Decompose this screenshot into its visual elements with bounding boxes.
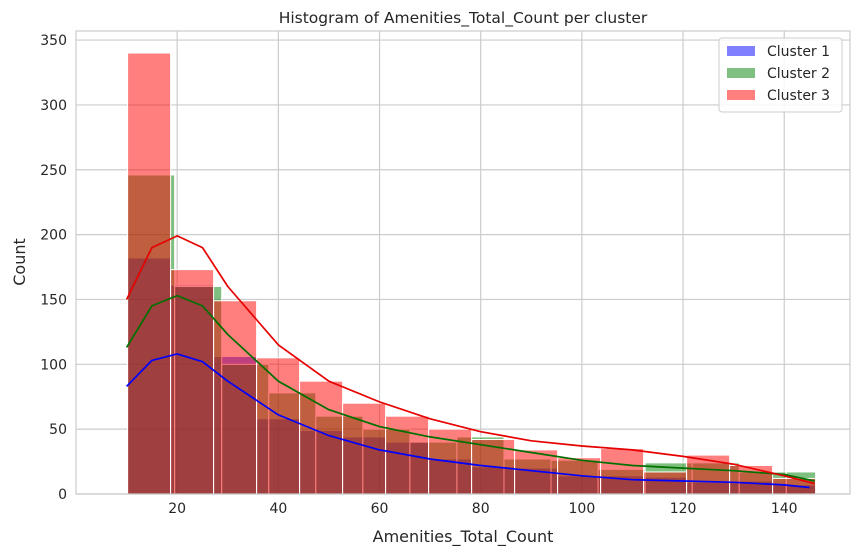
x-axis-label: Amenities_Total_Count bbox=[373, 527, 554, 547]
histogram-bar bbox=[127, 52, 172, 495]
kde-line-1 bbox=[125, 353, 810, 489]
y-tick-label: 200 bbox=[40, 228, 67, 244]
y-tick-label: 300 bbox=[40, 98, 67, 114]
y-axis-label: Count bbox=[10, 238, 29, 286]
chart-title: Histogram of Amenities_Total_Count per c… bbox=[279, 9, 648, 28]
legend: Cluster 1 Cluster 2 Cluster 3 bbox=[718, 37, 843, 113]
y-tick-label: 100 bbox=[40, 357, 67, 373]
x-tick-label: 100 bbox=[569, 501, 596, 517]
legend-swatch bbox=[727, 46, 755, 56]
histogram-bar bbox=[643, 471, 688, 495]
x-gridlines bbox=[176, 31, 785, 494]
y-tick-label: 150 bbox=[40, 292, 67, 308]
x-tick-label: 80 bbox=[472, 501, 490, 517]
histogram-bar bbox=[213, 300, 258, 495]
x-tick-label: 120 bbox=[670, 501, 697, 517]
legend-label: Cluster 3 bbox=[767, 88, 830, 104]
plot-frame bbox=[75, 30, 851, 495]
x-tick-label: 140 bbox=[771, 501, 798, 517]
kde-line-3 bbox=[125, 235, 815, 485]
histogram-bar bbox=[729, 464, 774, 495]
x-tick-label: 40 bbox=[269, 501, 287, 517]
y-tick-labels: 0 50 100 150 200 250 300 350 bbox=[40, 33, 67, 503]
legend-swatch bbox=[727, 90, 755, 100]
histogram-bar bbox=[256, 357, 301, 495]
y-tick-label: 350 bbox=[40, 33, 67, 49]
legend-label: Cluster 1 bbox=[767, 44, 830, 60]
x-tick-label: 20 bbox=[168, 501, 186, 517]
legend-label: Cluster 2 bbox=[767, 66, 830, 82]
histogram-bar bbox=[170, 269, 215, 495]
y-tick-label: 250 bbox=[40, 163, 67, 179]
kde-line-2 bbox=[125, 294, 815, 482]
kde-curves bbox=[125, 235, 815, 489]
x-tick-label: 60 bbox=[371, 501, 389, 517]
legend-swatch bbox=[727, 68, 755, 78]
histogram-bar bbox=[600, 448, 645, 495]
y-tick-label: 50 bbox=[49, 422, 67, 438]
x-tick-labels: 20 40 60 80 100 120 140 bbox=[168, 501, 797, 517]
histogram-bar bbox=[342, 402, 387, 495]
y-tick-label: 0 bbox=[58, 487, 67, 503]
